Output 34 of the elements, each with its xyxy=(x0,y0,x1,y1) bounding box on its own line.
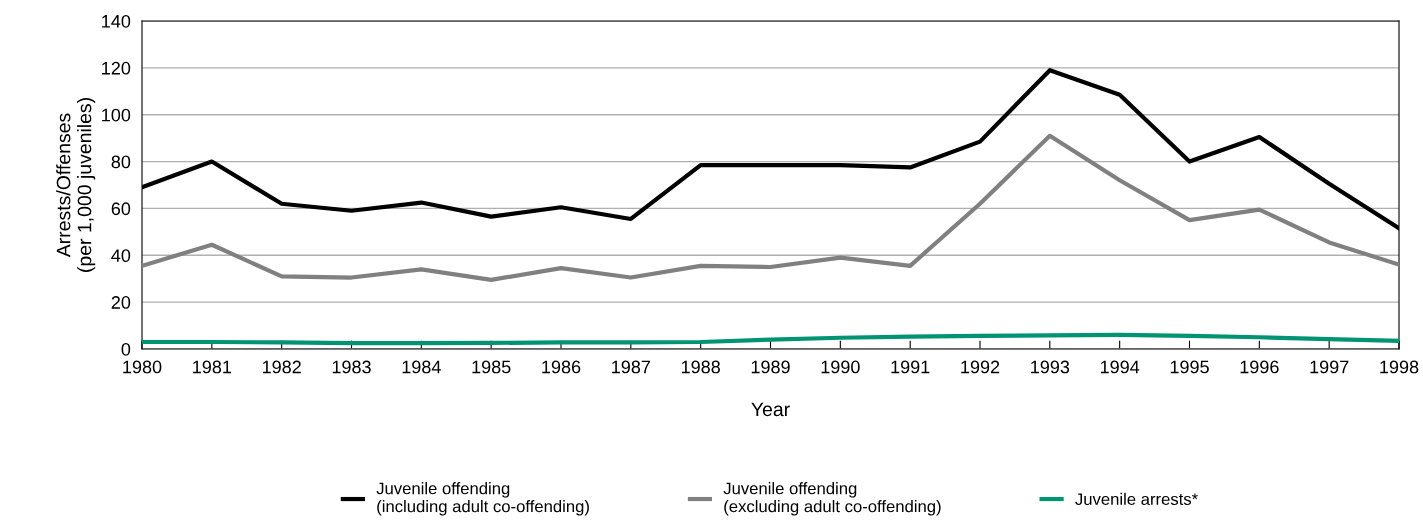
x-tick-label: 1983 xyxy=(332,360,371,374)
y-tick-label: 140 xyxy=(102,14,131,28)
y-tick-label: 0 xyxy=(121,342,131,356)
y-tick-label: 40 xyxy=(111,249,131,263)
x-tick-label: 1993 xyxy=(1031,360,1070,374)
x-tick-label: 1998 xyxy=(1380,360,1419,374)
legend-label: Juvenile offending (excluding adult co-offending) xyxy=(723,482,941,516)
line-series xyxy=(142,332,1399,346)
x-tick-label: 1987 xyxy=(612,360,651,374)
x-tick-label: 1990 xyxy=(821,360,860,374)
x-tick-label: 1988 xyxy=(681,360,720,374)
y-axis-title: Arrests/Offenses (per 1,000 juveniles) xyxy=(56,98,96,272)
y-tick-label: 20 xyxy=(111,296,131,309)
y-tick-label: 100 xyxy=(102,108,131,122)
x-tick-label: 1991 xyxy=(891,360,930,374)
x-tick-label: 1980 xyxy=(123,360,162,374)
x-tick-label: 1984 xyxy=(402,360,441,374)
y-tick-label: 60 xyxy=(111,202,131,216)
x-tick-label: 1996 xyxy=(1240,360,1279,374)
legend-label: Juvenile offending (including adult co-offending) xyxy=(376,482,589,516)
x-tick-label: 1982 xyxy=(262,360,301,374)
x-tick-label: 1986 xyxy=(542,360,581,374)
x-tick-label: 1992 xyxy=(961,360,1000,374)
x-tick-label: 1985 xyxy=(472,360,511,374)
x-tick-label: 1994 xyxy=(1100,360,1140,374)
line-series xyxy=(142,133,1399,282)
x-tick-label: 1981 xyxy=(193,360,232,374)
legend-label: Juvenile arrests* xyxy=(1075,492,1198,506)
x-tick-label: 1997 xyxy=(1310,360,1349,374)
x-axis-title: Year xyxy=(751,402,790,417)
y-tick-label: 80 xyxy=(111,155,131,169)
x-tick-label: 1989 xyxy=(751,360,790,374)
x-tick-label: 1995 xyxy=(1170,360,1209,374)
y-tick-label: 120 xyxy=(102,61,131,75)
